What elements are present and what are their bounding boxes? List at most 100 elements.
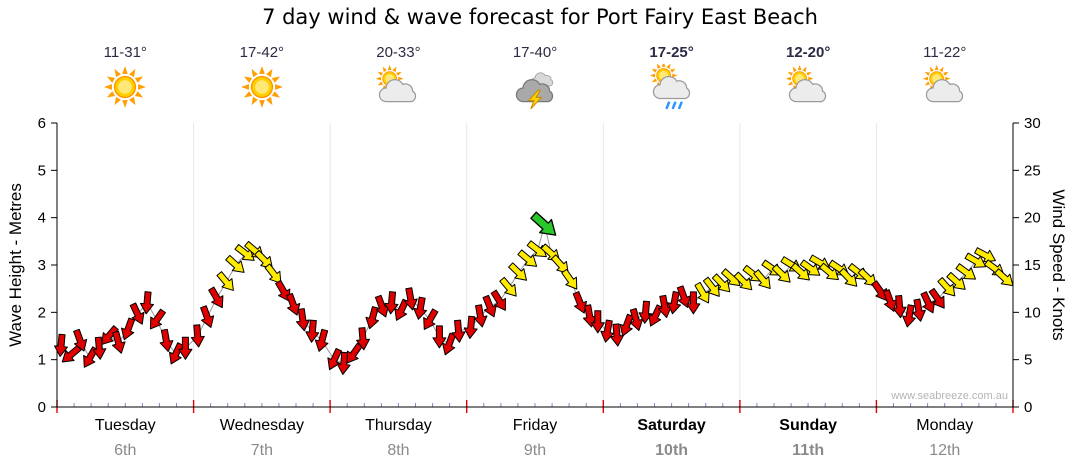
wind-arrow: [451, 319, 466, 343]
temp-range: 17-40°: [512, 44, 558, 61]
day-date: 11th: [792, 442, 825, 459]
wind-arrow: [955, 263, 976, 280]
partly-cloudy-icon: [876, 62, 1013, 112]
day-date: 6th: [114, 442, 137, 459]
wind-arrow: [140, 291, 154, 315]
svg-text:25: 25: [1024, 162, 1041, 179]
wind-arrow: [657, 294, 672, 319]
day-name: Monday: [916, 417, 974, 434]
wind-arrow: [200, 305, 215, 328]
wind-arrow: [517, 249, 538, 267]
wind-arrow: [159, 328, 174, 353]
temp-range: 17-25°: [649, 44, 694, 61]
day-date: 7th: [250, 442, 273, 459]
svg-text:2: 2: [38, 304, 46, 321]
day-name: Tuesday: [94, 417, 156, 434]
showers-icon: [603, 62, 740, 112]
wind-arrow: [946, 271, 966, 290]
wind-arrow: [356, 327, 370, 351]
temp-range: 20-33°: [376, 44, 421, 61]
wind-arrow: [296, 308, 310, 332]
wind-arrow: [499, 276, 517, 297]
temp-range: 11-22°: [923, 44, 967, 61]
wind-arrow: [61, 345, 82, 363]
wind-arrow: [264, 263, 282, 284]
wind-arrow: [937, 277, 956, 297]
wind-arrow: [473, 304, 488, 328]
wind-arrow: [526, 240, 547, 258]
wind-arrow: [482, 294, 497, 318]
wind-arrow: [490, 289, 507, 311]
wind-arrow: [463, 315, 478, 339]
wind-arrow: [305, 319, 320, 343]
wind-arrow: [702, 276, 720, 297]
wind-arrow: [149, 308, 166, 330]
wind-arrow: [857, 268, 877, 287]
wind-arrow: [413, 296, 428, 320]
wind-axis-ticks: 0 5 10 15 20 25 30: [1013, 115, 1041, 416]
wind-arrow: [883, 289, 898, 312]
wind-arrow: [101, 325, 119, 345]
wind-arrow: [582, 304, 597, 328]
svg-text:0: 0: [38, 399, 46, 416]
svg-text:4: 4: [38, 210, 46, 227]
wind-arrow: [327, 347, 343, 371]
day-gridlines: [193, 123, 877, 407]
wind-arrow: [753, 269, 771, 290]
wind-arrow: [561, 268, 578, 290]
wind-arrow: [234, 243, 255, 261]
wind-arrow: [733, 271, 753, 291]
svg-text:30: 30: [1024, 115, 1041, 132]
wave-height-axis-label: Wave Height - Metres: [6, 183, 25, 347]
day-date: 8th: [387, 442, 410, 459]
wind-arrow: [225, 254, 245, 273]
svg-text:20: 20: [1024, 210, 1041, 227]
wind-arrow: [190, 324, 205, 348]
wind-arrow: [912, 298, 926, 322]
svg-text:6: 6: [38, 115, 46, 132]
wind-arrow: [572, 291, 588, 314]
wind-arrow: [129, 302, 145, 325]
wind-arrow: [819, 262, 839, 281]
wind-arrow: [394, 298, 410, 321]
partly-cloudy-icon: [740, 62, 877, 112]
day-date: 12th: [929, 442, 961, 459]
svg-text:5: 5: [1024, 352, 1032, 369]
wind-arrow: [73, 328, 88, 352]
wind-arrow: [442, 332, 457, 356]
wind-arrow: [928, 287, 945, 309]
wind-arrow: [432, 325, 447, 349]
wind-arrow: [790, 262, 810, 281]
wind-arrow: [423, 308, 439, 330]
wind-arrow: [374, 294, 389, 318]
day-name: Friday: [512, 417, 558, 434]
wind-arrow: [508, 262, 528, 281]
wind-arrow: [771, 264, 791, 283]
wind-arrow: [178, 336, 193, 360]
wind-arrow: [799, 259, 821, 276]
partly-cloudy-icon: [330, 62, 467, 112]
wind-arrow: [286, 292, 301, 316]
temp-range: 11-31°: [103, 44, 147, 61]
wind-arrow: [550, 254, 569, 274]
wind-arrow: [111, 330, 126, 354]
wind-arrow: [121, 317, 136, 341]
wind-arrow: [694, 281, 710, 304]
wind-arrow: [346, 342, 363, 364]
wind-arrow: [314, 328, 329, 352]
sunny-icon: [57, 62, 194, 112]
wind-arrow: [92, 336, 107, 360]
svg-text:5: 5: [38, 162, 46, 179]
wind-arrow: [365, 306, 380, 330]
day-name: Thursday: [365, 417, 432, 434]
storm-icon: [467, 62, 604, 112]
svg-text:10: 10: [1024, 304, 1041, 321]
temp-range: 17-42°: [239, 44, 285, 61]
wind-arrow: [275, 279, 291, 302]
temperature-row: 11-31° 17-42° 20-33° 17-40° 17-25° 12-20° 11-2…: [57, 44, 1013, 61]
hour-ticks: [73, 403, 997, 407]
wind-arrow: [686, 291, 701, 315]
page-title: 7 day wind & wave forecast for Port Fair…: [262, 5, 818, 29]
